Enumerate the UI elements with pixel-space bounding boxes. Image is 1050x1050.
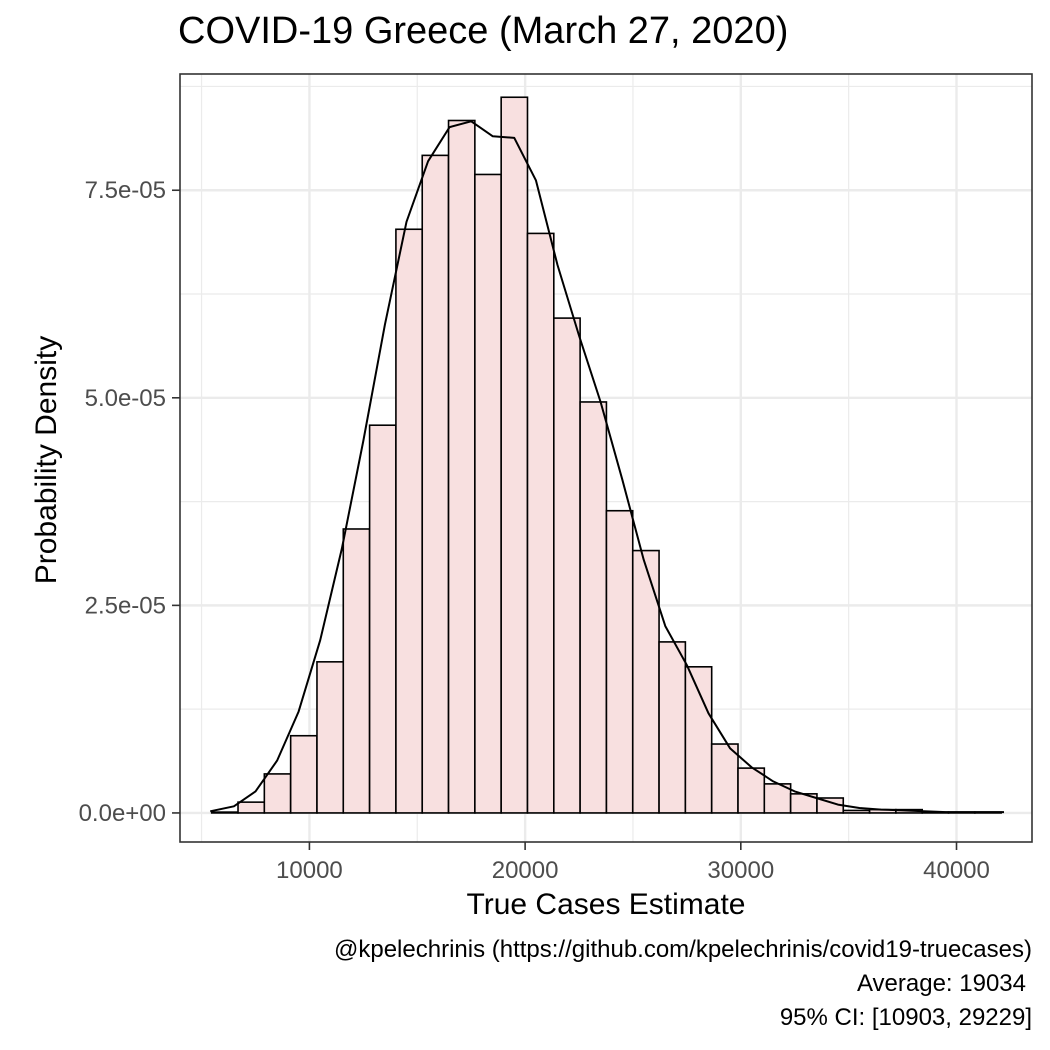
histogram-bar — [579, 401, 608, 814]
histogram-bar — [605, 509, 634, 814]
chart-title: COVID-19 Greece (March 27, 2020) — [178, 10, 789, 52]
histogram-bar — [631, 549, 660, 814]
histogram-bar — [210, 811, 239, 814]
histogram-bar — [289, 734, 318, 814]
x-tick-label: 20000 — [492, 857, 559, 884]
histogram-bar — [237, 801, 266, 814]
x-tick-label: 40000 — [923, 857, 990, 884]
x-tick-label: 10000 — [276, 857, 343, 884]
histogram-bar — [421, 154, 450, 814]
panel-border — [179, 73, 1033, 843]
histogram-bar — [526, 232, 555, 814]
histogram-bar — [395, 228, 424, 814]
histogram-bar — [263, 773, 292, 814]
histogram-bar — [710, 743, 739, 814]
histogram-bar — [368, 424, 397, 814]
histogram-bar — [342, 528, 371, 814]
histogram-bar — [500, 96, 529, 814]
y-tick-label: 0.0e+00 — [79, 800, 166, 827]
y-axis-label: Probability Density — [30, 335, 63, 585]
x-tick-label: 30000 — [707, 857, 774, 884]
density-curve — [209, 120, 1004, 814]
y-tick-label: 7.5e-05 — [85, 177, 166, 204]
y-tick-label: 2.5e-05 — [85, 592, 166, 619]
caption-average: Average: 19034 — [856, 970, 1026, 997]
x-axis-label: True Cases Estimate — [466, 888, 746, 921]
histogram-bar — [553, 317, 581, 814]
y-tick-label: 5.0e-05 — [85, 385, 166, 412]
histogram-bar — [447, 119, 476, 814]
histogram-bar — [737, 767, 766, 814]
caption-attribution: @kpelechrinis (https://github.com/kpelec… — [333, 936, 1032, 963]
histogram-bar — [658, 641, 687, 814]
histogram-bar — [842, 809, 871, 814]
histogram-bar — [316, 661, 345, 814]
caption-confidence-interval: 95% CI: [10903, 29229] — [779, 1004, 1032, 1031]
histogram-bar — [474, 173, 502, 814]
